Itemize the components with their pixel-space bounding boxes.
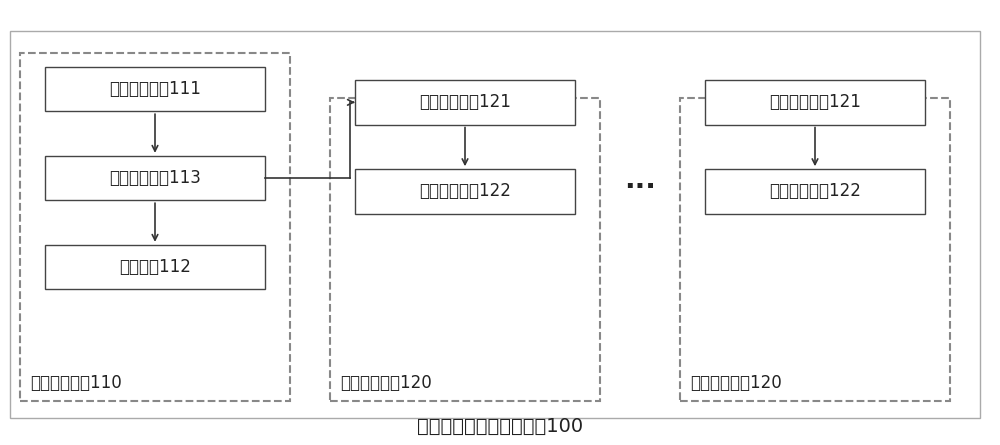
Polygon shape [355, 80, 575, 125]
Text: 第一接收模块111: 第一接收模块111 [109, 80, 201, 98]
Polygon shape [10, 31, 980, 418]
Polygon shape [45, 245, 265, 289]
Text: 第二接收模块121: 第二接收模块121 [419, 93, 511, 111]
Text: 蓝牙从控制器120: 蓝牙从控制器120 [690, 374, 782, 392]
Text: 蓝牙从控制器120: 蓝牙从控制器120 [340, 374, 432, 392]
Text: 第二发送模块122: 第二发送模块122 [419, 182, 511, 200]
Text: ···: ··· [624, 173, 656, 201]
Polygon shape [45, 156, 265, 200]
Text: 蓝牙主控制器110: 蓝牙主控制器110 [30, 374, 122, 392]
Text: 第一发送模块113: 第一发送模块113 [109, 169, 201, 187]
Text: 第二发送模块122: 第二发送模块122 [769, 182, 861, 200]
Polygon shape [45, 67, 265, 111]
Text: 存储模块112: 存储模块112 [119, 258, 191, 276]
Text: 第二接收模块121: 第二接收模块121 [769, 93, 861, 111]
Polygon shape [355, 169, 575, 214]
Text: 交通信号灯信息传输装置100: 交通信号灯信息传输装置100 [417, 417, 583, 436]
Polygon shape [705, 169, 925, 214]
Polygon shape [705, 80, 925, 125]
